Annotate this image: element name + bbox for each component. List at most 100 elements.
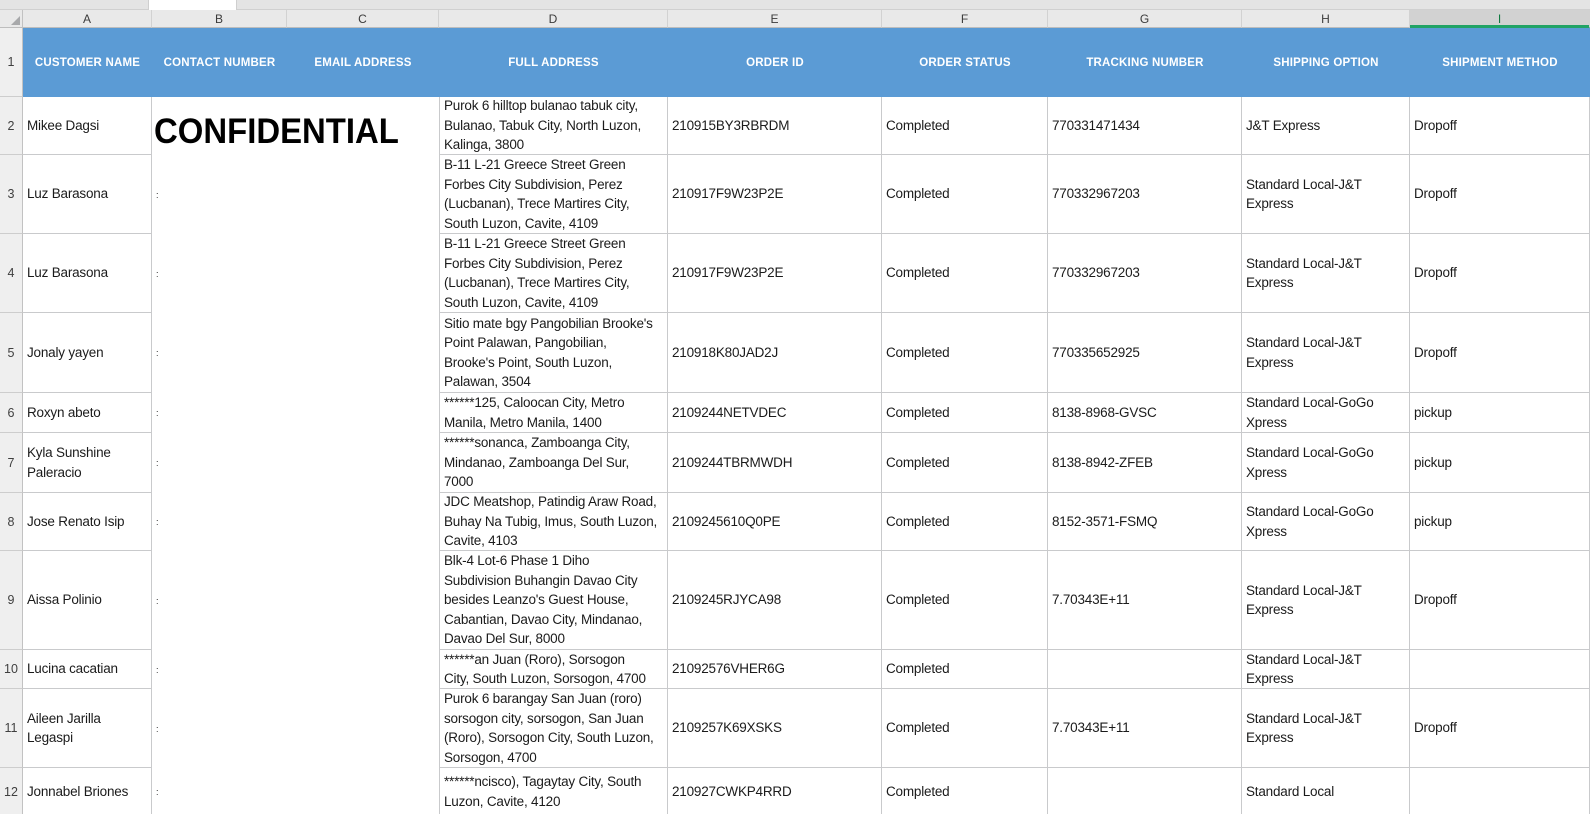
cell-order-id[interactable]: 2109244TBRMWDH	[668, 433, 882, 493]
cell-order-status[interactable]: Completed	[882, 155, 1048, 234]
cell-email-address[interactable]	[287, 433, 439, 493]
row-header[interactable]: 6	[0, 393, 23, 433]
cell-customer-name[interactable]: Aileen Jarilla Legaspi	[23, 689, 152, 768]
header-full-address[interactable]: FULL ADDRESS	[439, 28, 668, 97]
column-header-c[interactable]: C	[287, 10, 439, 28]
cell-order-status[interactable]: Completed	[882, 393, 1048, 433]
cell-shipping-option[interactable]: Standard Local-GoGo Xpress	[1242, 493, 1410, 551]
row-header[interactable]: 5	[0, 313, 23, 393]
cell-full-address[interactable]: ******an Juan (Roro), Sorsogon City, Sou…	[439, 650, 668, 689]
cell-shipment-method[interactable]: pickup	[1410, 393, 1590, 433]
cell-customer-name[interactable]: Aissa Polinio	[23, 551, 152, 650]
cell-shipment-method[interactable]: Dropoff	[1410, 551, 1590, 650]
row-header[interactable]: 11	[0, 689, 23, 768]
cell-shipping-option[interactable]: Standard Local-J&T Express	[1242, 650, 1410, 689]
cell-order-status[interactable]: Completed	[882, 650, 1048, 689]
cell-contact-number[interactable]: :	[152, 689, 287, 768]
row-header[interactable]: 3	[0, 155, 23, 234]
cell-order-id[interactable]: 2109245610Q0PE	[668, 493, 882, 551]
column-header-i-selected[interactable]: I	[1410, 10, 1590, 28]
cell-shipping-option[interactable]: Standard Local-J&T Express	[1242, 313, 1410, 393]
cell-order-id[interactable]: 210927CWKP4RRD	[668, 768, 882, 814]
cell-shipment-method[interactable]: Dropoff	[1410, 689, 1590, 768]
header-shipping-option[interactable]: SHIPPING OPTION	[1242, 28, 1410, 97]
row-header[interactable]: 10	[0, 650, 23, 689]
cell-contact-number[interactable]: :	[152, 493, 287, 551]
cell-customer-name[interactable]: Luz Barasona	[23, 234, 152, 313]
cell-customer-name[interactable]: Luz Barasona	[23, 155, 152, 234]
cell-shipment-method[interactable]: Dropoff	[1410, 155, 1590, 234]
cell-order-id[interactable]: 210918K80JAD2J	[668, 313, 882, 393]
cell-shipping-option[interactable]: Standard Local-J&T Express	[1242, 234, 1410, 313]
cell-shipment-method[interactable]: Dropoff	[1410, 234, 1590, 313]
cell-order-id[interactable]: 2109245RJYCA98	[668, 551, 882, 650]
cell-order-id[interactable]: 210917F9W23P2E	[668, 155, 882, 234]
cell-shipping-option[interactable]: Standard Local-J&T Express	[1242, 551, 1410, 650]
cell-customer-name[interactable]: Roxyn abeto	[23, 393, 152, 433]
cell-email-address[interactable]	[287, 768, 439, 814]
cell-contact-number[interactable]: :	[152, 551, 287, 650]
cell-email-address[interactable]	[287, 234, 439, 313]
cell-email-address[interactable]	[287, 493, 439, 551]
row-header[interactable]: 2	[0, 97, 23, 155]
cell-shipment-method[interactable]: pickup	[1410, 493, 1590, 551]
cell-order-status[interactable]: Completed	[882, 97, 1048, 155]
cell-full-address[interactable]: B-11 L-21 Greece Street Green Forbes Cit…	[439, 155, 668, 234]
cell-order-id[interactable]: 2109257K69XSKS	[668, 689, 882, 768]
cell-tracking-number[interactable]: 770331471434	[1048, 97, 1242, 155]
cell-order-status[interactable]: Completed	[882, 768, 1048, 814]
column-header-f[interactable]: F	[882, 10, 1048, 28]
cell-order-status[interactable]: Completed	[882, 234, 1048, 313]
cell-full-address[interactable]: Sitio mate bgy Pangobilian Brooke's Poin…	[439, 313, 668, 393]
cell-full-address[interactable]: JDC Meatshop, Patindig Araw Road, Buhay …	[439, 493, 668, 551]
cell-order-id[interactable]: 210915BY3RBRDM	[668, 97, 882, 155]
cell-shipping-option[interactable]: Standard Local-GoGo Xpress	[1242, 393, 1410, 433]
cell-customer-name[interactable]: Jonaly yayen	[23, 313, 152, 393]
cell-tracking-number[interactable]: 7.70343E+11	[1048, 551, 1242, 650]
cell-contact-number[interactable]: :	[152, 433, 287, 493]
cell-email-address[interactable]	[287, 650, 439, 689]
header-order-id[interactable]: ORDER ID	[668, 28, 882, 97]
column-header-h[interactable]: H	[1242, 10, 1410, 28]
cell-full-address[interactable]: B-11 L-21 Greece Street Green Forbes Cit…	[439, 234, 668, 313]
cell-email-address[interactable]	[287, 689, 439, 768]
cell-full-address[interactable]: ******sonanca, Zamboanga City, Mindanao,…	[439, 433, 668, 493]
cell-email-address[interactable]	[287, 393, 439, 433]
cell-shipping-option[interactable]: J&T Express	[1242, 97, 1410, 155]
cell-tracking-number[interactable]: 8152-3571-FSMQ	[1048, 493, 1242, 551]
cell-order-id[interactable]: 21092576VHER6G	[668, 650, 882, 689]
row-header[interactable]: 12	[0, 768, 23, 814]
column-header-g[interactable]: G	[1048, 10, 1242, 28]
cell-customer-name[interactable]: Mikee Dagsi	[23, 97, 152, 155]
row-header[interactable]: 1	[0, 28, 23, 97]
cell-shipping-option[interactable]: Standard Local-J&T Express	[1242, 689, 1410, 768]
cell-tracking-number[interactable]: 770332967203	[1048, 155, 1242, 234]
cell-full-address[interactable]: Purok 6 barangay San Juan (roro) sorsogo…	[439, 689, 668, 768]
cell-contact-number[interactable]: :	[152, 393, 287, 433]
column-header-e[interactable]: E	[668, 10, 882, 28]
column-header-d[interactable]: D	[439, 10, 668, 28]
cell-contact-number[interactable]: :	[152, 768, 287, 814]
cell-contact-number[interactable]: :	[152, 313, 287, 393]
header-order-status[interactable]: ORDER STATUS	[882, 28, 1048, 97]
cell-shipping-option[interactable]: Standard Local-J&T Express	[1242, 155, 1410, 234]
cell-order-status[interactable]: Completed	[882, 551, 1048, 650]
cell-full-address[interactable]: ******ncisco), Tagaytay City, South Luzo…	[439, 768, 668, 814]
cell-order-id[interactable]: 2109244NETVDEC	[668, 393, 882, 433]
cell-full-address[interactable]: Blk-4 Lot-6 Phase 1 Diho Subdivision Buh…	[439, 551, 668, 650]
cell-tracking-number[interactable]: 7.70343E+11	[1048, 689, 1242, 768]
cell-full-address[interactable]: Purok 6 hilltop bulanao tabuk city, Bula…	[439, 97, 668, 155]
cell-order-status[interactable]: Completed	[882, 433, 1048, 493]
cell-customer-name[interactable]: Jonnabel Briones	[23, 768, 152, 814]
cell-shipment-method[interactable]: Dropoff	[1410, 97, 1590, 155]
cell-shipping-option[interactable]: Standard Local	[1242, 768, 1410, 814]
cell-shipment-method[interactable]: Dropoff	[1410, 313, 1590, 393]
cell-tracking-number[interactable]: 770332967203	[1048, 234, 1242, 313]
select-all-button[interactable]	[0, 10, 23, 28]
cell-shipment-method[interactable]	[1410, 768, 1590, 814]
cell-customer-name[interactable]: Lucina cacatian	[23, 650, 152, 689]
cell-tracking-number[interactable]	[1048, 768, 1242, 814]
cell-contact-number[interactable]: :	[152, 650, 287, 689]
header-customer-name[interactable]: CUSTOMER NAME	[23, 28, 152, 97]
cell-tracking-number[interactable]: 770335652925	[1048, 313, 1242, 393]
